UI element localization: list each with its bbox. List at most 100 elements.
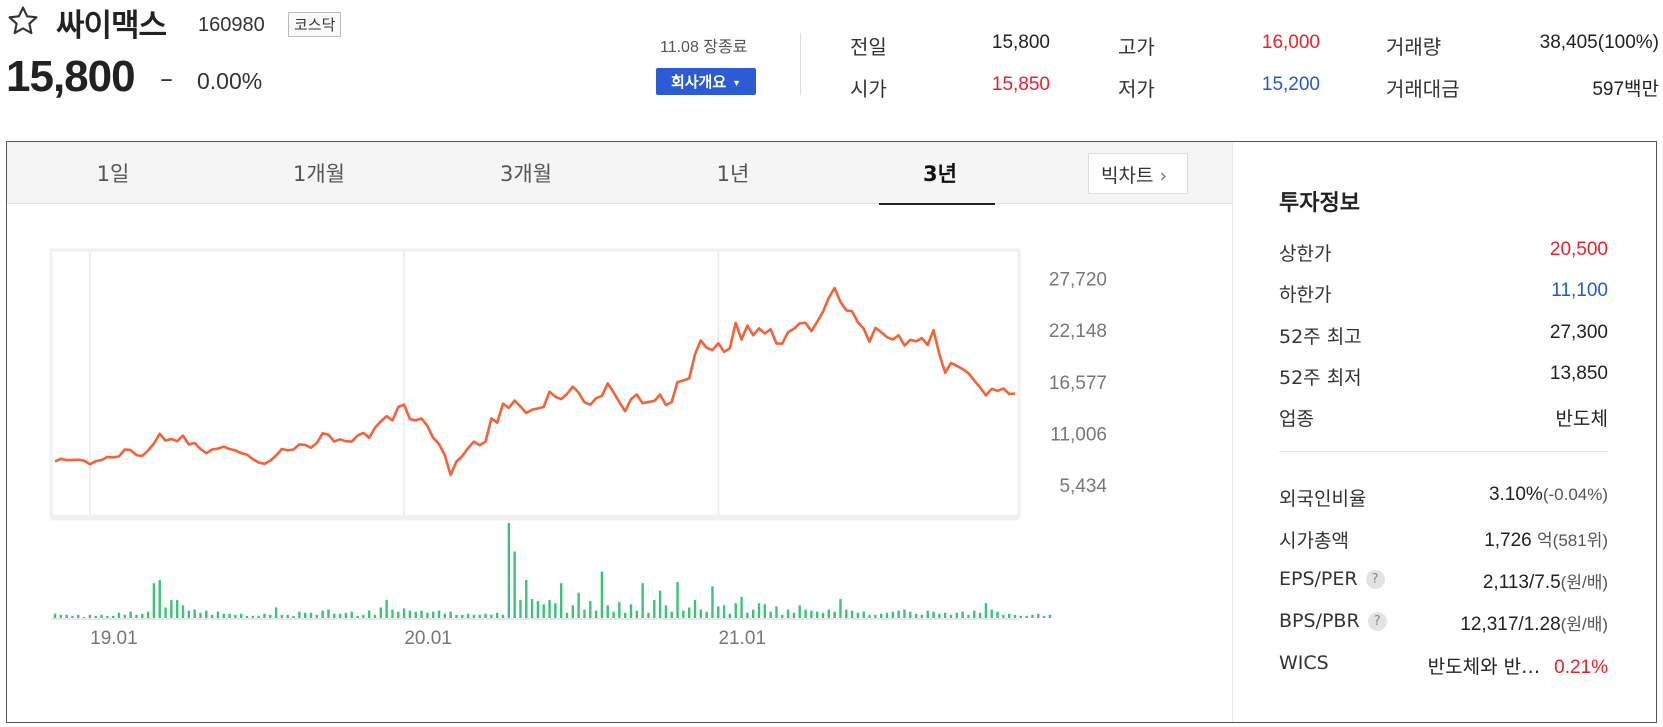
volume-bar xyxy=(321,610,324,618)
volume-bar xyxy=(193,609,196,618)
volume-bar xyxy=(338,613,342,618)
tab-1year[interactable]: 1년 xyxy=(716,162,750,186)
volume-bar xyxy=(839,599,842,618)
favorite-star-icon[interactable] xyxy=(6,4,40,38)
volume-bar xyxy=(804,609,807,618)
foreign-ratio-value: 3.10%(-0.04%) xyxy=(1489,484,1608,506)
eps-per-text: EPS/PER xyxy=(1279,568,1358,590)
volume-bar xyxy=(239,613,243,618)
volume-bar xyxy=(1025,615,1028,618)
trade-amount-value: 597백만 xyxy=(1592,79,1659,100)
volume-bar xyxy=(559,583,563,618)
volume-bar xyxy=(1013,614,1017,618)
volume-bar xyxy=(641,583,644,618)
volume-bar xyxy=(955,612,959,618)
eps-per-value: 2,113/7.5(원/배) xyxy=(1483,568,1608,594)
bigchart-label: 빅차트 xyxy=(1101,165,1154,187)
volume-bar xyxy=(897,610,900,618)
period-tab-bar: 1일 1개월 3개월 1년 3년 xyxy=(7,142,1232,204)
volume-bar xyxy=(350,611,353,618)
volume-bar xyxy=(798,605,801,618)
market-cap: 1,726 xyxy=(1484,530,1532,551)
market-close-time: 11.08 장종료 xyxy=(660,39,748,56)
volume-bar xyxy=(856,612,860,618)
wics-sector[interactable]: 반도체와 반… xyxy=(1427,656,1541,678)
volume-bar xyxy=(292,615,295,618)
price-chart[interactable]: 19.01 20.01 21.01 27,720 22,148 16,577 11,006 5… xyxy=(7,205,1232,717)
volume-bar xyxy=(850,610,854,618)
volume-bar xyxy=(303,612,307,618)
prev-close-label: 전일 xyxy=(850,35,887,59)
volume-bar xyxy=(519,600,522,618)
volume-bar xyxy=(222,613,225,618)
stock-code: 160980 xyxy=(198,14,265,36)
company-overview-button[interactable]: 회사개요 ▼ xyxy=(656,68,756,95)
volume-bar xyxy=(373,614,377,618)
volume-bar xyxy=(670,611,673,618)
sector-label: 업종 xyxy=(1279,408,1314,430)
volume-bar xyxy=(903,609,906,618)
market-badge: 코스닥 xyxy=(288,12,342,37)
volume-bar xyxy=(402,608,406,618)
volume-bar xyxy=(327,609,330,618)
price-series-line xyxy=(54,286,1016,477)
y-tick-label: 16,577 xyxy=(1049,373,1107,394)
volume-bar xyxy=(571,605,575,618)
volume-bar xyxy=(88,614,92,618)
volume-bar xyxy=(623,612,627,618)
volume-bar xyxy=(175,600,179,618)
tab-1day[interactable]: 1일 xyxy=(96,162,130,186)
volume-bar xyxy=(833,611,836,618)
volume-bar xyxy=(914,613,918,618)
foreign-ratio-change: (-0.04%) xyxy=(1542,485,1608,504)
bigchart-button[interactable]: 빅차트 › xyxy=(1088,153,1188,194)
volume-bar xyxy=(111,615,115,618)
volume-bar xyxy=(589,601,592,618)
volume-bar xyxy=(990,609,993,618)
open-value: 15,850 xyxy=(991,74,1050,95)
tab-3month[interactable]: 3개월 xyxy=(499,162,552,186)
volume-bar xyxy=(455,614,458,618)
volume-bar xyxy=(996,611,999,618)
volume-bar xyxy=(274,607,278,618)
volume-bar xyxy=(106,615,109,618)
volume-bar xyxy=(810,610,813,618)
volume-bar xyxy=(845,609,848,618)
volume-bar xyxy=(932,611,935,618)
volume-bar xyxy=(146,611,150,618)
volume-bar xyxy=(205,610,208,618)
volume-bar xyxy=(141,613,144,618)
volume-bar xyxy=(653,600,656,618)
week52-high-label: 52주 최고 xyxy=(1279,326,1362,348)
volume-bar xyxy=(781,614,784,618)
volume-bar xyxy=(461,614,464,618)
volume-bar xyxy=(536,601,540,618)
volume-bar xyxy=(408,610,412,618)
volume-bar xyxy=(280,614,284,618)
sector-value[interactable]: 반도체 xyxy=(1555,408,1608,430)
volume-bar xyxy=(583,609,586,618)
tab-3year[interactable]: 3년 xyxy=(923,162,957,186)
active-tab-underline xyxy=(879,203,995,205)
tab-1month[interactable]: 1개월 xyxy=(292,162,345,186)
invest-info-title: 투자정보 xyxy=(1279,191,1360,216)
price-area-frame xyxy=(49,248,1021,518)
volume-bar xyxy=(629,604,633,618)
volume-bar xyxy=(164,607,167,618)
help-icon[interactable]: ? xyxy=(1367,612,1387,631)
high-value: 16,000 xyxy=(1261,32,1320,53)
volume-bar xyxy=(827,609,831,618)
volume-bar xyxy=(949,614,953,618)
y-tick-label: 11,006 xyxy=(1050,424,1107,445)
eps-per: 2,113/7.5 xyxy=(1482,572,1561,593)
eps-per-label: EPS/PER? xyxy=(1279,568,1385,590)
help-icon[interactable]: ? xyxy=(1365,570,1385,589)
volume-bar xyxy=(77,614,80,618)
bps-pbr-text: BPS/PBR xyxy=(1279,610,1360,632)
volume-bar xyxy=(1042,615,1046,618)
divider xyxy=(800,33,801,95)
volume-bar xyxy=(344,612,348,618)
wics-value[interactable]: 반도체와 반… 0.21% xyxy=(1428,652,1608,679)
volume-bar xyxy=(635,610,639,618)
volume-bar xyxy=(676,582,679,618)
